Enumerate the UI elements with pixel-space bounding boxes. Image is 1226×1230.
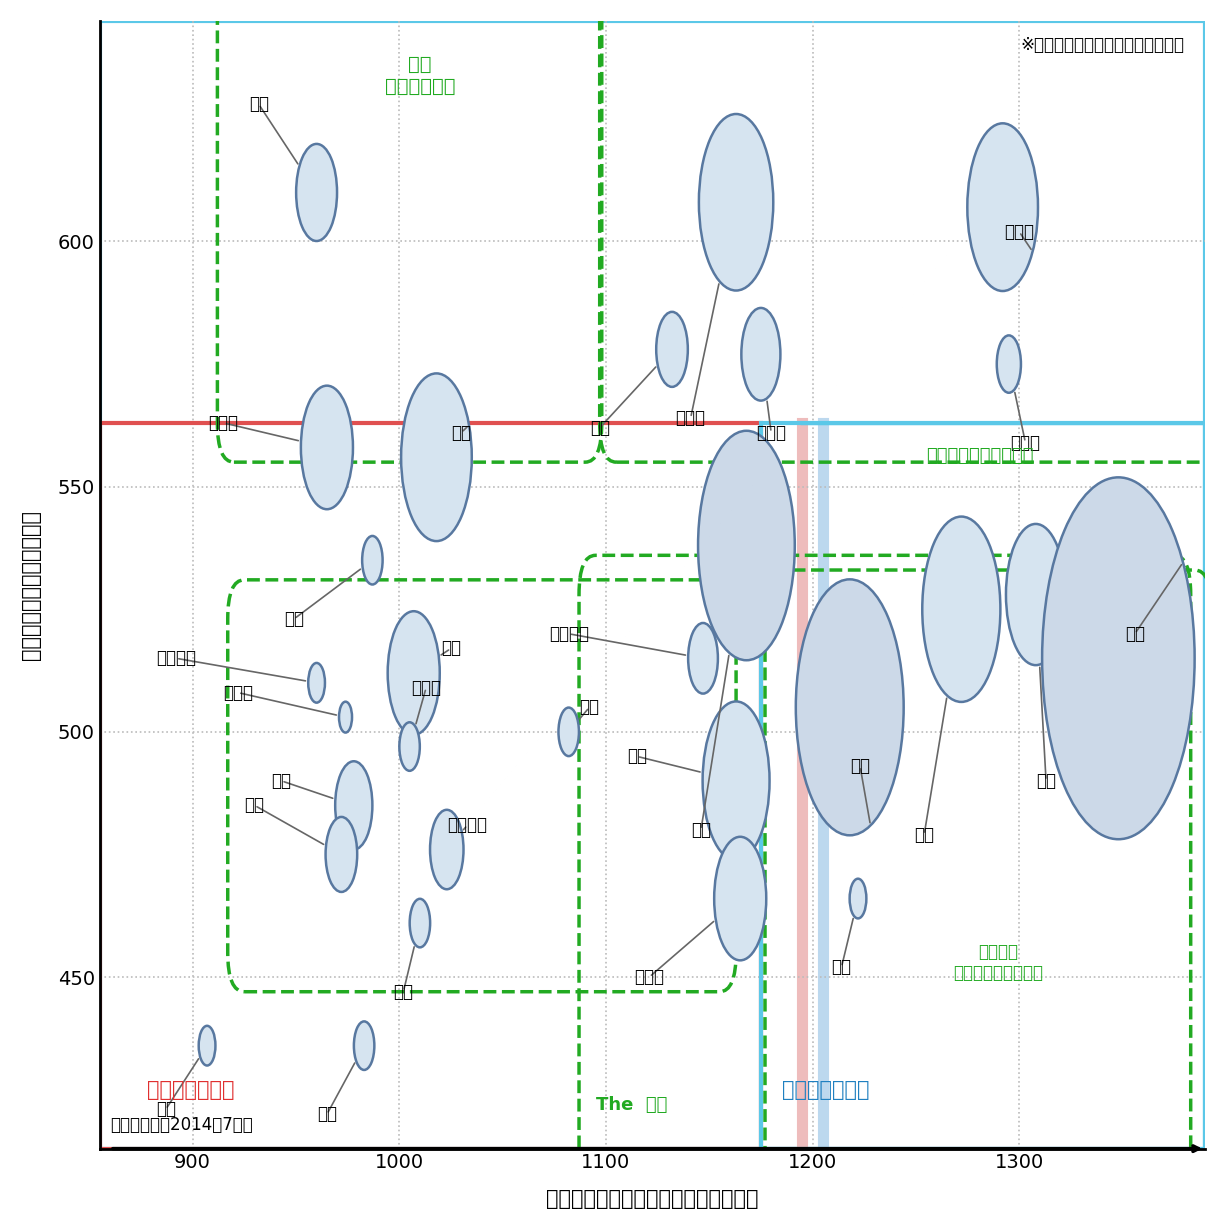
Text: 有楽町: 有楽町	[1004, 223, 1035, 241]
Circle shape	[742, 308, 781, 401]
Circle shape	[308, 663, 325, 702]
Circle shape	[1007, 524, 1065, 665]
Circle shape	[702, 701, 770, 860]
Text: 食食系多ゾーン: 食食系多ゾーン	[147, 1080, 234, 1100]
Circle shape	[354, 1021, 374, 1070]
Circle shape	[401, 374, 472, 541]
Text: 新橋: 新橋	[626, 748, 647, 765]
Circle shape	[430, 809, 463, 889]
Text: 神田: 神田	[441, 640, 461, 658]
Circle shape	[715, 836, 766, 961]
Text: 品川: 品川	[850, 758, 870, 775]
Circle shape	[559, 707, 579, 756]
Y-axis label: 生ビール価格最頼値（円）: 生ビール価格最頼値（円）	[21, 509, 40, 659]
Circle shape	[796, 579, 904, 835]
Circle shape	[997, 336, 1021, 392]
Text: 巣鴨: 巣鴨	[245, 796, 265, 814]
Text: 御徒町: 御徒町	[223, 684, 253, 701]
Circle shape	[409, 899, 430, 947]
Circle shape	[699, 114, 774, 290]
Text: 目白: 目白	[831, 958, 852, 977]
Text: 恵比寿: 恵比寿	[676, 410, 706, 427]
Text: 新宿: 新宿	[915, 825, 934, 844]
Text: 高田馬場: 高田馬場	[447, 815, 488, 834]
Circle shape	[850, 878, 867, 919]
Text: 販売系多ゾーン: 販売系多ゾーン	[781, 1080, 869, 1100]
Text: 田端: 田端	[156, 1101, 175, 1118]
Text: みんなの
ショッピングタウン: みんなの ショッピングタウン	[954, 943, 1043, 982]
Text: 目黒: 目黒	[249, 95, 268, 113]
Text: 駒込: 駒込	[284, 610, 304, 629]
Circle shape	[698, 430, 794, 661]
Text: 渋谷: 渋谷	[1036, 772, 1056, 790]
Text: 原宿: 原宿	[590, 419, 609, 437]
Text: 大崎: 大崎	[394, 983, 413, 1001]
X-axis label: パート・アルバイト時給最頼値（円）: パート・アルバイト時給最頼値（円）	[546, 1189, 759, 1209]
Circle shape	[1042, 477, 1194, 839]
Circle shape	[967, 123, 1038, 292]
Text: 代々木: 代々木	[1010, 433, 1041, 451]
Text: 鶯谷: 鶯谷	[318, 1106, 337, 1123]
Text: 田町: 田町	[580, 699, 600, 716]
Circle shape	[199, 1026, 216, 1065]
Circle shape	[326, 817, 357, 892]
Circle shape	[362, 536, 383, 584]
Text: 上野: 上野	[451, 423, 471, 442]
Circle shape	[400, 722, 419, 771]
Circle shape	[335, 761, 373, 850]
Text: 日暮里: 日暮里	[411, 679, 441, 696]
Text: 東京: 東京	[691, 820, 711, 839]
Circle shape	[340, 701, 352, 733]
Circle shape	[922, 517, 1000, 702]
Text: ※円の大きさは求人数の大小を示す: ※円の大きさは求人数の大小を示す	[1020, 36, 1184, 54]
Text: The  下町: The 下町	[596, 1096, 667, 1114]
Text: エグゼクティブ山の手: エグゼクティブ山の手	[926, 448, 1034, 465]
Circle shape	[300, 386, 353, 509]
Circle shape	[688, 622, 718, 694]
Text: 下町
セレブリティ: 下町 セレブリティ	[385, 55, 455, 96]
Text: 浜松町: 浜松町	[756, 423, 786, 442]
Text: 新大久保: 新大久保	[156, 649, 196, 668]
Circle shape	[297, 144, 337, 241]
Text: かっこ調べ（2014年7月）: かっこ調べ（2014年7月）	[110, 1116, 253, 1134]
Text: 大塚: 大塚	[271, 772, 292, 790]
Text: 五反田: 五反田	[208, 415, 239, 432]
Circle shape	[387, 611, 440, 734]
Text: 池袋: 池袋	[1125, 625, 1145, 643]
Circle shape	[656, 312, 688, 387]
Text: 秋葉原: 秋葉原	[634, 968, 664, 986]
Text: 西日暮里: 西日暮里	[549, 625, 588, 643]
